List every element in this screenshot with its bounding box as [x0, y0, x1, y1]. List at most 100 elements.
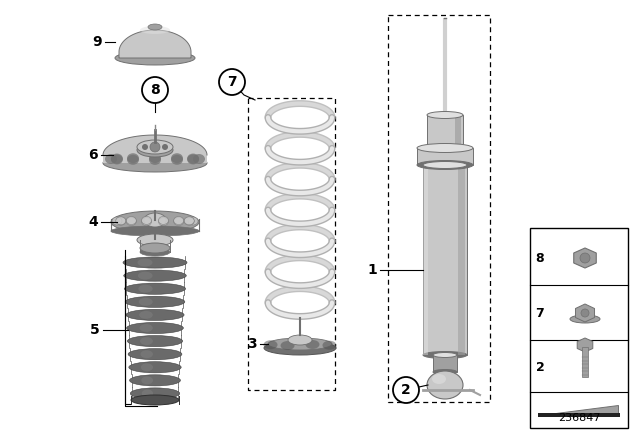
Bar [582, 347, 588, 377]
Ellipse shape [187, 154, 199, 164]
Ellipse shape [264, 341, 336, 355]
Ellipse shape [171, 155, 183, 165]
Bar [530, 228, 628, 428]
Ellipse shape [140, 26, 170, 34]
Bar [433, 355, 457, 372]
Ellipse shape [417, 143, 473, 152]
Ellipse shape [138, 271, 152, 280]
Ellipse shape [173, 217, 184, 225]
Ellipse shape [112, 217, 122, 225]
Ellipse shape [188, 217, 198, 225]
Ellipse shape [140, 324, 153, 332]
Ellipse shape [137, 143, 173, 157]
Ellipse shape [149, 155, 161, 165]
Text: 8: 8 [536, 251, 544, 264]
Ellipse shape [288, 335, 312, 345]
Bar [455, 115, 461, 148]
Ellipse shape [116, 217, 126, 225]
Ellipse shape [138, 258, 152, 267]
Ellipse shape [141, 363, 153, 371]
Bar [427, 115, 463, 148]
Ellipse shape [115, 51, 195, 65]
Ellipse shape [127, 336, 182, 347]
Ellipse shape [417, 160, 473, 169]
Circle shape [580, 253, 590, 263]
Ellipse shape [137, 140, 173, 154]
Ellipse shape [140, 350, 153, 358]
Ellipse shape [129, 362, 181, 373]
Ellipse shape [173, 216, 184, 224]
Polygon shape [577, 338, 593, 352]
Polygon shape [540, 405, 618, 415]
Ellipse shape [111, 211, 199, 233]
Ellipse shape [111, 154, 123, 164]
Text: 4: 4 [88, 215, 98, 229]
Bar [423, 165, 428, 355]
Ellipse shape [131, 388, 180, 399]
Ellipse shape [103, 154, 207, 172]
Ellipse shape [171, 153, 183, 163]
Polygon shape [119, 30, 191, 58]
Ellipse shape [144, 213, 166, 227]
Ellipse shape [105, 154, 117, 164]
Ellipse shape [423, 161, 467, 168]
Ellipse shape [423, 352, 467, 358]
Text: 8: 8 [150, 83, 160, 97]
Ellipse shape [123, 257, 187, 268]
Ellipse shape [140, 337, 153, 345]
Ellipse shape [126, 310, 184, 320]
Ellipse shape [427, 112, 463, 119]
Ellipse shape [433, 353, 457, 358]
Circle shape [162, 144, 168, 150]
Ellipse shape [264, 340, 278, 349]
Circle shape [219, 69, 245, 95]
Polygon shape [573, 248, 596, 268]
Ellipse shape [427, 145, 463, 151]
Ellipse shape [139, 311, 153, 319]
Ellipse shape [280, 341, 294, 350]
Ellipse shape [570, 315, 600, 323]
Text: 2: 2 [401, 383, 411, 397]
Ellipse shape [111, 155, 123, 164]
Polygon shape [575, 304, 595, 322]
Circle shape [393, 377, 419, 403]
Ellipse shape [127, 155, 139, 165]
Ellipse shape [149, 153, 161, 163]
Ellipse shape [427, 371, 463, 399]
Bar [458, 165, 465, 355]
Ellipse shape [433, 370, 457, 375]
Text: 7: 7 [536, 306, 545, 319]
Circle shape [581, 309, 589, 317]
Text: 6: 6 [88, 148, 98, 162]
Text: 7: 7 [227, 75, 237, 89]
Ellipse shape [126, 216, 136, 224]
Ellipse shape [432, 374, 446, 384]
Ellipse shape [137, 234, 173, 246]
Circle shape [142, 144, 148, 150]
Text: 9: 9 [92, 35, 102, 49]
Ellipse shape [193, 154, 205, 164]
Ellipse shape [116, 217, 126, 225]
Ellipse shape [187, 155, 199, 164]
Text: 3: 3 [247, 337, 257, 351]
Ellipse shape [141, 218, 152, 226]
Ellipse shape [125, 296, 185, 307]
Ellipse shape [111, 226, 199, 236]
Ellipse shape [268, 338, 332, 350]
Ellipse shape [131, 395, 179, 405]
Ellipse shape [140, 243, 170, 253]
Ellipse shape [141, 376, 153, 384]
Text: 236847: 236847 [557, 413, 600, 423]
Ellipse shape [159, 216, 168, 224]
Ellipse shape [129, 375, 180, 386]
Ellipse shape [124, 283, 186, 294]
Ellipse shape [159, 218, 168, 226]
Polygon shape [103, 135, 207, 163]
Text: 1: 1 [367, 263, 377, 277]
Text: 2: 2 [536, 361, 545, 374]
Ellipse shape [139, 298, 153, 306]
Bar [538, 413, 620, 417]
Bar [417, 148, 473, 165]
Ellipse shape [128, 349, 182, 360]
Text: 5: 5 [90, 323, 100, 337]
